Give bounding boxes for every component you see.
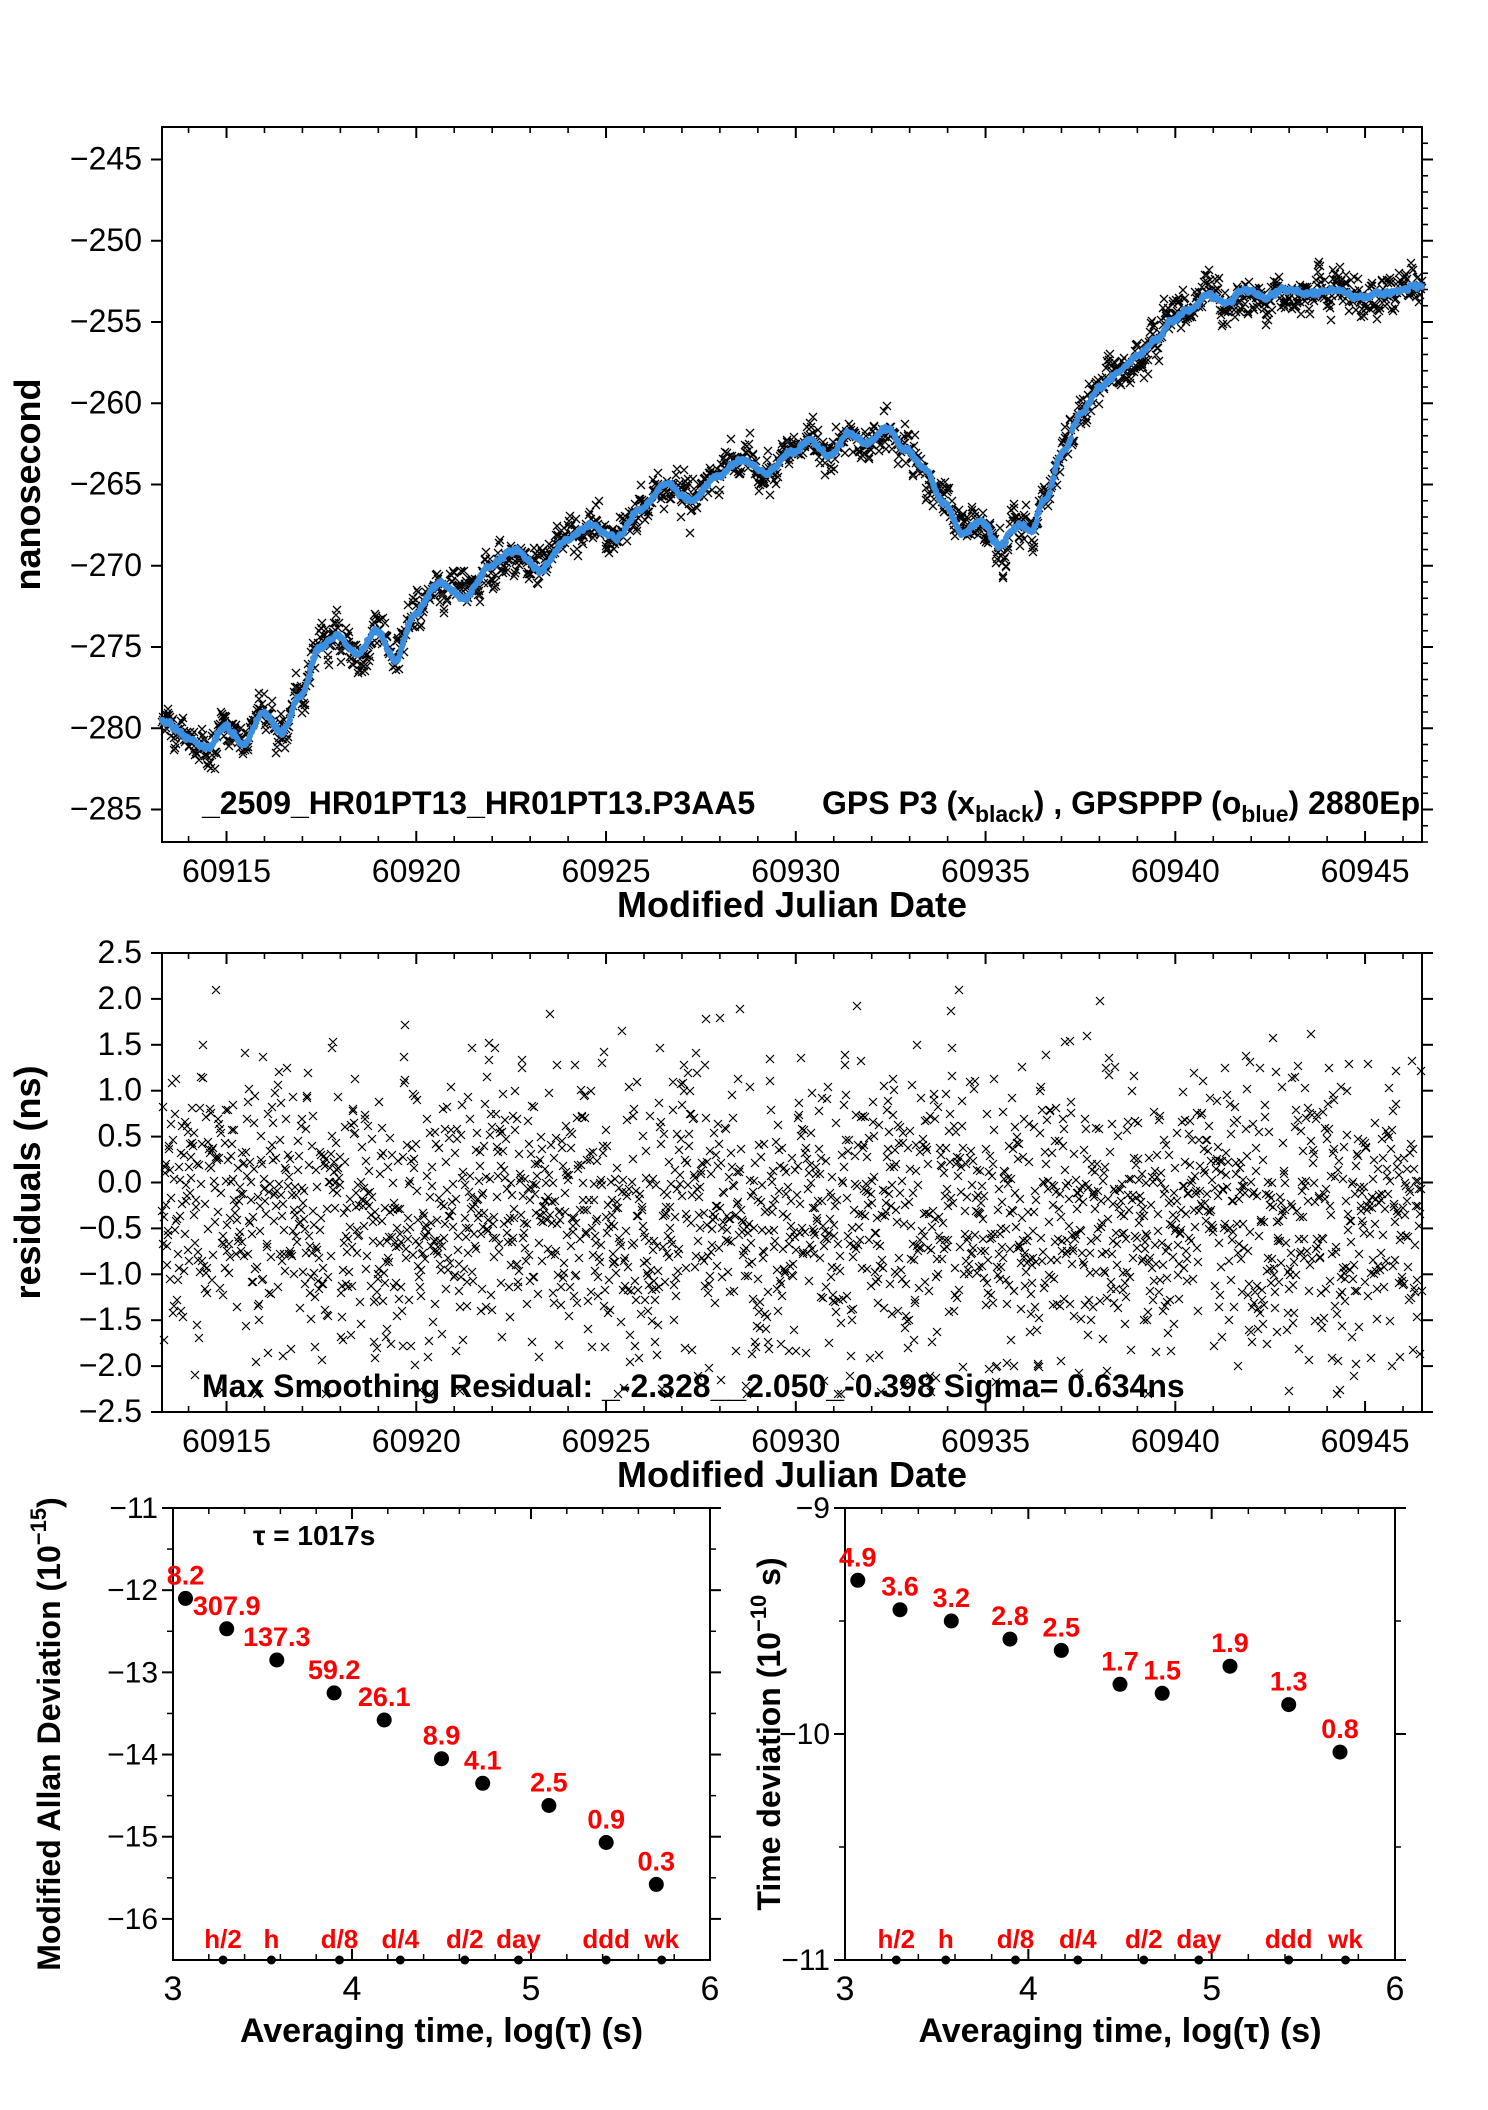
svg-text:2.5: 2.5 <box>98 934 142 970</box>
svg-text:0.9: 0.9 <box>587 1805 625 1835</box>
svg-text:0.8: 0.8 <box>1321 1714 1359 1744</box>
svg-text:−11: −11 <box>781 1944 830 1977</box>
svg-text:6: 6 <box>1386 1970 1405 2008</box>
svg-text:60940: 60940 <box>1131 853 1220 889</box>
svg-text:−260: −260 <box>70 384 142 420</box>
svg-text:d/4: d/4 <box>1059 1924 1097 1954</box>
svg-text:−270: −270 <box>70 547 142 583</box>
svg-text:Averaging time, log(τ) (s): Averaging time, log(τ) (s) <box>240 2012 643 2050</box>
svg-text:4: 4 <box>1019 1970 1038 2008</box>
svg-text:8.9: 8.9 <box>423 1721 461 1751</box>
svg-text:0.5: 0.5 <box>98 1118 142 1154</box>
svg-text:5: 5 <box>1202 1970 1221 2008</box>
svg-text:−2.0: −2.0 <box>79 1347 142 1383</box>
svg-text:4: 4 <box>343 1970 362 2008</box>
svg-text:d/2: d/2 <box>446 1924 484 1954</box>
svg-text:wk: wk <box>643 1924 679 1954</box>
svg-text:1.5: 1.5 <box>1143 1655 1181 1685</box>
svg-text:Averaging time, log(τ) (s): Averaging time, log(τ) (s) <box>918 2012 1321 2050</box>
svg-text:4.1: 4.1 <box>464 1745 502 1775</box>
svg-text:nanosecond: nanosecond <box>7 378 48 590</box>
svg-text:3: 3 <box>836 1970 855 2008</box>
svg-text:−255: −255 <box>70 303 142 339</box>
svg-text:0.3: 0.3 <box>638 1846 676 1876</box>
svg-text:60915: 60915 <box>182 1423 271 1459</box>
svg-text:ddd: ddd <box>1265 1924 1313 1954</box>
svg-text:−16: −16 <box>107 1903 158 1936</box>
svg-text:−2.5: −2.5 <box>79 1393 142 1429</box>
svg-text:1.3: 1.3 <box>1270 1667 1308 1697</box>
svg-text:1.0: 1.0 <box>98 1072 142 1108</box>
svg-text:wk: wk <box>1327 1924 1363 1954</box>
svg-text:2.0: 2.0 <box>98 980 142 1016</box>
svg-text:−250: −250 <box>70 222 142 258</box>
svg-text:60915: 60915 <box>182 853 271 889</box>
svg-text:137.3: 137.3 <box>243 1622 311 1652</box>
svg-text:2.8: 2.8 <box>991 1601 1029 1631</box>
svg-text:60920: 60920 <box>372 1423 461 1459</box>
svg-text:residuals (ns): residuals (ns) <box>7 1065 48 1299</box>
svg-text:−280: −280 <box>70 709 142 745</box>
svg-text:2.5: 2.5 <box>530 1768 568 1798</box>
svg-text:_2509_HR01PT13_HR01PT13.P3AA5: _2509_HR01PT13_HR01PT13.P3AA5 <box>201 785 755 821</box>
svg-text:3.6: 3.6 <box>881 1572 919 1602</box>
svg-text:−14: −14 <box>107 1739 158 1772</box>
svg-text:d/8: d/8 <box>997 1924 1035 1954</box>
svg-text:−275: −275 <box>70 628 142 664</box>
svg-text:Modified Julian Date: Modified Julian Date <box>617 884 967 925</box>
svg-text:−15: −15 <box>107 1821 158 1854</box>
svg-text:−13: −13 <box>107 1656 158 1689</box>
svg-text:−1.5: −1.5 <box>79 1301 142 1337</box>
svg-text:day: day <box>496 1924 541 1954</box>
svg-text:1.7: 1.7 <box>1101 1646 1139 1676</box>
svg-text:60945: 60945 <box>1321 853 1410 889</box>
svg-text:60945: 60945 <box>1321 1423 1410 1459</box>
svg-text:2.5: 2.5 <box>1043 1612 1081 1642</box>
svg-text:Modified Julian Date: Modified Julian Date <box>617 1454 967 1495</box>
svg-text:−12: −12 <box>107 1574 158 1607</box>
svg-text:0.0: 0.0 <box>98 1164 142 1200</box>
svg-text:−0.5: −0.5 <box>79 1209 142 1245</box>
svg-text:59.2: 59.2 <box>308 1655 361 1685</box>
svg-text:−11: −11 <box>109 1492 158 1525</box>
svg-text:h: h <box>263 1924 279 1954</box>
svg-text:τ = 1017s: τ = 1017s <box>253 1520 375 1551</box>
svg-text:d/8: d/8 <box>321 1924 359 1954</box>
svg-text:−285: −285 <box>70 791 142 827</box>
svg-text:60920: 60920 <box>372 853 461 889</box>
svg-text:6: 6 <box>701 1970 720 2008</box>
svg-text:GPS P3 (xblack) , GPSPPP (obl: GPS P3 (xblack) , GPSPPP (oblue) 2880Ep <box>822 785 1420 827</box>
svg-text:26.1: 26.1 <box>358 1682 411 1712</box>
svg-text:day: day <box>1176 1924 1221 1954</box>
svg-text:1.9: 1.9 <box>1211 1628 1249 1658</box>
svg-text:−265: −265 <box>70 466 142 502</box>
svg-text:307.9: 307.9 <box>193 1591 261 1621</box>
svg-text:d/4: d/4 <box>382 1924 420 1954</box>
svg-text:Modified Allan Deviation (10−1: Modified Allan Deviation (10−15) <box>26 1497 67 1971</box>
svg-text:60940: 60940 <box>1131 1423 1220 1459</box>
svg-text:h/2: h/2 <box>878 1924 916 1954</box>
svg-text:h: h <box>938 1924 954 1954</box>
svg-text:3.2: 3.2 <box>933 1583 971 1613</box>
svg-text:−245: −245 <box>70 141 142 177</box>
svg-text:Max Smoothing Residual: _-2.32: Max Smoothing Residual: _-2.328__2.050_-… <box>202 1368 1185 1404</box>
svg-text:ddd: ddd <box>582 1924 630 1954</box>
svg-text:h/2: h/2 <box>204 1924 242 1954</box>
svg-text:−9: −9 <box>796 1492 830 1525</box>
svg-text:8.2: 8.2 <box>167 1560 205 1590</box>
svg-text:3: 3 <box>164 1970 183 2008</box>
svg-text:−1.0: −1.0 <box>79 1255 142 1291</box>
svg-text:5: 5 <box>522 1970 541 2008</box>
svg-text:d/2: d/2 <box>1125 1924 1163 1954</box>
svg-text:4.9: 4.9 <box>839 1542 877 1572</box>
svg-text:1.5: 1.5 <box>98 1026 142 1062</box>
